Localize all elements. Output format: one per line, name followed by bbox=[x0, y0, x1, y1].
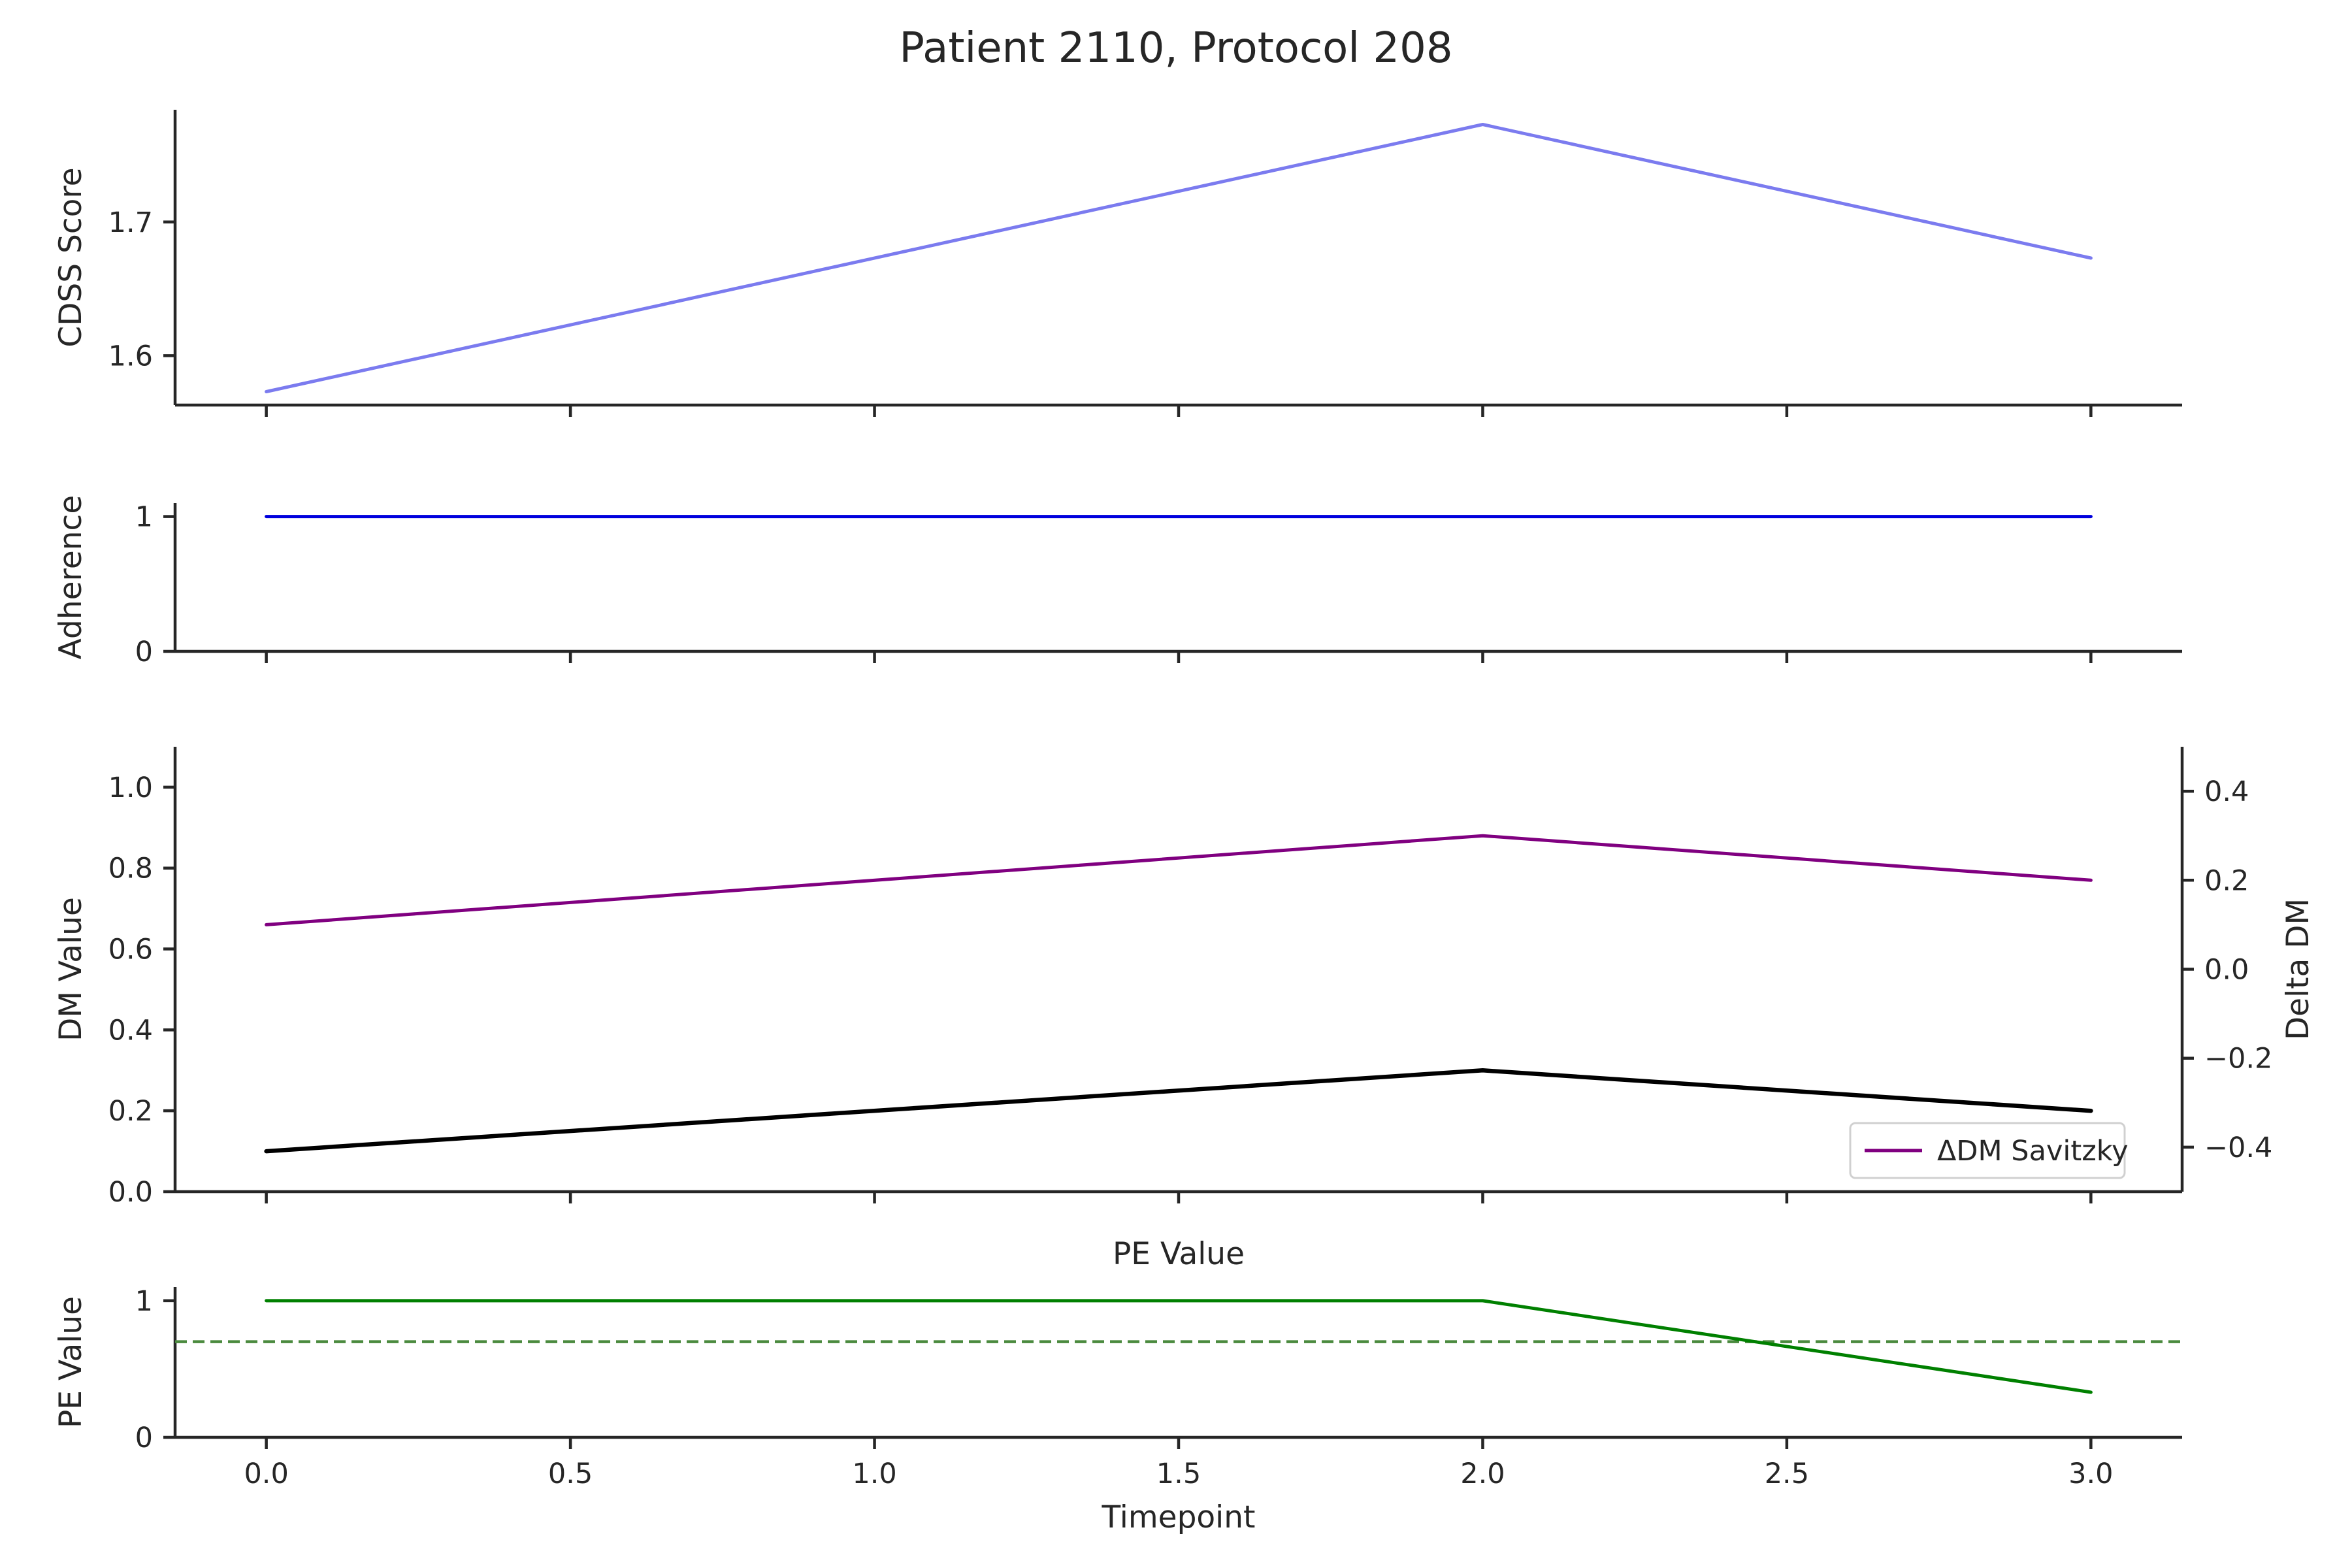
y2-tick-label: 0.4 bbox=[2204, 776, 2249, 808]
y-axis-label: PE Value bbox=[53, 1296, 89, 1428]
series-line-1 bbox=[265, 1299, 2093, 1394]
y-tick-label: 1 bbox=[135, 1285, 153, 1318]
y2-tick-label: −0.2 bbox=[2204, 1043, 2272, 1075]
x-tick-label: 0.5 bbox=[548, 1458, 593, 1490]
series-line-2 bbox=[265, 834, 2093, 926]
series-line-1 bbox=[265, 123, 2093, 393]
y-tick-label: 0.6 bbox=[108, 934, 153, 966]
legend-label: ΔDM Savitzky bbox=[1937, 1135, 2129, 1168]
x-tick-label: 1.5 bbox=[1156, 1458, 1201, 1490]
y-tick-label: 0.2 bbox=[108, 1095, 153, 1128]
x-tick-label: 0.0 bbox=[244, 1458, 288, 1490]
panel-3: 0.0 0.2 0.4 0.6 0.8 1.0 DM Value −0.4 −0.2 0.0 0.2… bbox=[53, 747, 2316, 1209]
y-tick-label: 0.0 bbox=[108, 1176, 153, 1209]
panel-4: 0.0 0.5 1.0 1.5 2.0 2.5 3.0 0 1 PE Value PE Value bbox=[53, 1236, 2182, 1490]
x-axis-label: Timepoint bbox=[1102, 1499, 1256, 1535]
y-axis-label: DM Value bbox=[53, 897, 89, 1041]
series-line-1 bbox=[264, 1068, 2093, 1154]
panel-title: PE Value bbox=[1113, 1236, 1245, 1272]
x-tick-label: 2.0 bbox=[1460, 1458, 1505, 1490]
y2-axis-label: Delta DM bbox=[2280, 898, 2316, 1040]
chart-title: Patient 2110, Protocol 208 bbox=[899, 24, 1452, 73]
y-axis-label: Adherence bbox=[53, 495, 89, 660]
y-tick-label: 1.7 bbox=[108, 206, 153, 239]
y-tick-label: 1.6 bbox=[108, 340, 153, 372]
x-tick-label: 1.0 bbox=[852, 1458, 896, 1490]
y-tick-label: 1.0 bbox=[108, 772, 153, 804]
y2-tick-label: −0.4 bbox=[2204, 1132, 2272, 1164]
panel-1: 1.6 1.7 CDSS Score bbox=[53, 110, 2182, 417]
x-tick-label: 3.0 bbox=[2068, 1458, 2113, 1490]
y-axis-label: CDSS Score bbox=[53, 167, 89, 347]
legend: ΔDM Savitzky bbox=[1849, 1122, 2129, 1179]
y-tick-label: 0.8 bbox=[108, 853, 153, 885]
x-tick-label: 2.5 bbox=[1765, 1458, 1809, 1490]
y-tick-label: 0.4 bbox=[108, 1014, 153, 1047]
y2-tick-label: 0.2 bbox=[2204, 864, 2249, 897]
y-tick-label: 0 bbox=[135, 1422, 153, 1454]
y2-tick-label: 0.0 bbox=[2204, 954, 2249, 987]
y-tick-label: 0 bbox=[135, 636, 153, 668]
y-tick-label: 1 bbox=[135, 501, 153, 534]
legend-box bbox=[1849, 1122, 2126, 1179]
panel-2: 0 1 Adherence bbox=[53, 495, 2182, 668]
